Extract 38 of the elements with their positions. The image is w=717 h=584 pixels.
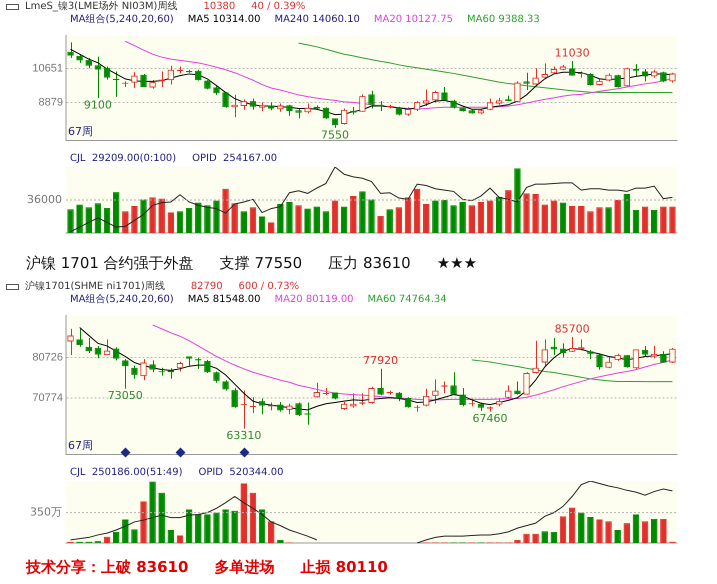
text: 止损 80110 [300,558,388,576]
text: MA60 74764.34 [368,293,447,306]
text: 压力 83610 [328,254,411,272]
text: MA20 80119.00 [274,293,354,306]
y-tick-label: 80726 [32,351,63,364]
text: 沪镍 1701 合约强于外盘 [26,254,194,272]
annotation: 7550 [321,128,350,142]
chart-title: LmeS_镍3(LME场外 NI03M)周线 [25,0,178,13]
text: 36000 [27,192,62,206]
text: 多单进场 [214,558,274,576]
chart-subtitle: 82790 600 / 0.73% [190,280,300,293]
annotation: 73050 [108,389,143,402]
text: 350万 [30,505,62,518]
legend-label: MA240 14060.10 [274,13,360,26]
annotation: 67460 [472,412,508,425]
legend-title: MA组合(5,240,20,60) [70,293,174,306]
annotation: 67周 [68,438,93,452]
y-tick-label: 8879 [38,96,63,108]
text: MA5 10314.00 [188,13,260,26]
legend-title: MA组合(5,240,20,60) [70,13,174,26]
y-tick-label: 70774 [32,392,63,404]
annotation: 9100 [84,98,112,112]
text: MA20 10127.75 [374,13,453,26]
annotation: 85700 [554,322,590,336]
text: MA5 81548.00 [188,293,260,306]
y-tick-label: 10651 [32,62,63,74]
chart-subtitle: 10380 40 / 0.39% [203,0,306,13]
annotation: 77920 [363,354,398,368]
chart-title: CJL 29209.00(0:100) OPID 254167.00 [70,152,278,165]
text: 技术分享：上破 83610 [26,558,188,576]
annotation: 67周 [68,124,93,138]
annotation: 11030 [554,46,590,60]
annotation: 63310 [226,428,262,442]
text: MA60 9388.33 [467,13,540,26]
text: 支撑 77550 [220,254,302,272]
chart-title: CJL 250186.00(51:49) OPID 520344.00 [70,466,284,479]
text: ★★★ [436,254,478,272]
chart-title: 沪镍1701(SHME ni1701)周线 [25,280,165,293]
